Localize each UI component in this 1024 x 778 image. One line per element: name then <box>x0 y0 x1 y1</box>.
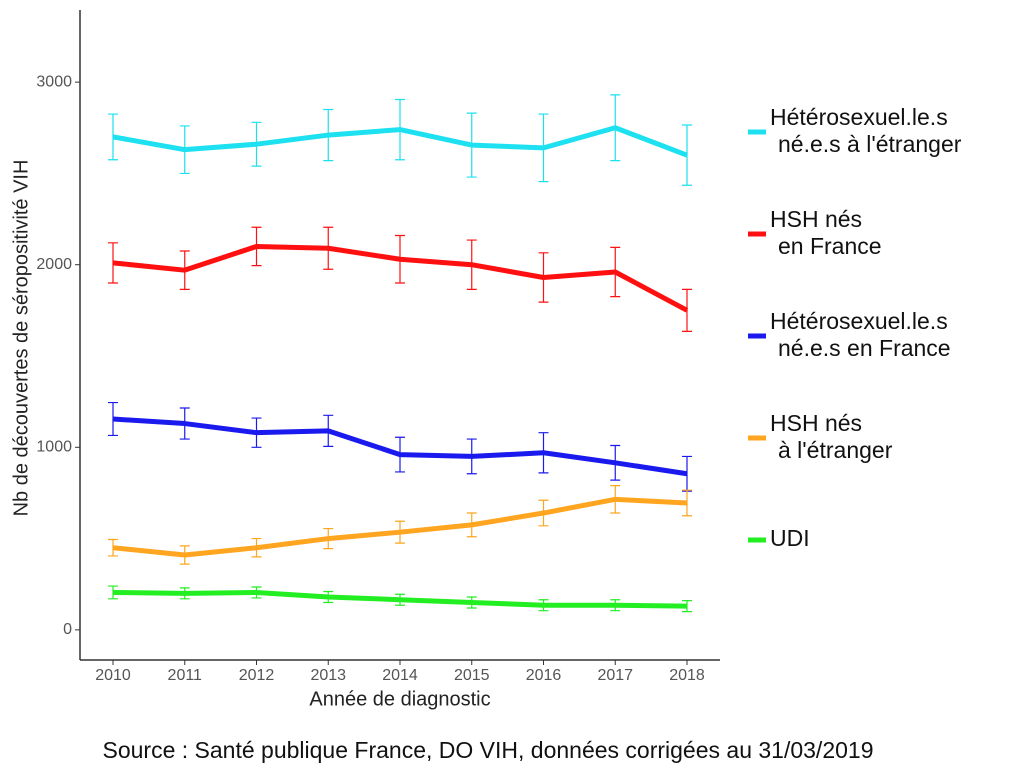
legend-label: HSH nés en France <box>770 206 882 259</box>
x-tick-label: 2018 <box>669 667 705 684</box>
x-tick-label: 2010 <box>95 667 131 684</box>
x-tick-label: 2011 <box>168 667 203 684</box>
source-note: Source : Santé publique France, DO VIH, … <box>103 737 874 763</box>
series-line <box>112 589 688 609</box>
y-tick-label: 1000 <box>36 439 72 456</box>
y-tick-label: 0 <box>63 621 72 638</box>
error-bar <box>681 288 692 332</box>
legend-label: UDI <box>770 525 810 551</box>
error-bar <box>108 538 119 557</box>
y-axis-label: Nb de découvertes de séropositivité VIH <box>10 160 32 517</box>
x-axis-label: Année de diagnostic <box>309 688 490 710</box>
series-line <box>112 243 689 313</box>
series-line <box>112 125 688 158</box>
legend-label: Hétérosexuel.le.s né.e.s à l'étranger <box>770 104 962 157</box>
legend-label: HSH nés à l'étranger <box>770 410 893 463</box>
error-bar <box>681 489 692 517</box>
x-tick-label: 2016 <box>526 667 562 684</box>
error-bar <box>681 600 692 613</box>
series-line <box>112 416 688 477</box>
x-tick-label: 2014 <box>382 667 418 684</box>
legend-label: Hétérosexuel.le.s né.e.s en France <box>770 308 951 361</box>
error-bar <box>108 401 119 437</box>
error-bar <box>108 113 119 161</box>
x-tick-label: 2017 <box>597 667 633 684</box>
y-tick-label: 3000 <box>36 73 72 90</box>
series-line <box>112 496 688 558</box>
error-bar <box>681 124 692 186</box>
error-bar <box>108 242 119 284</box>
x-tick-label: 2012 <box>239 667 275 684</box>
error-bar <box>108 585 119 600</box>
x-tick-label: 2015 <box>454 667 490 684</box>
x-tick-label: 2013 <box>310 667 346 684</box>
y-tick-label: 2000 <box>36 256 72 273</box>
